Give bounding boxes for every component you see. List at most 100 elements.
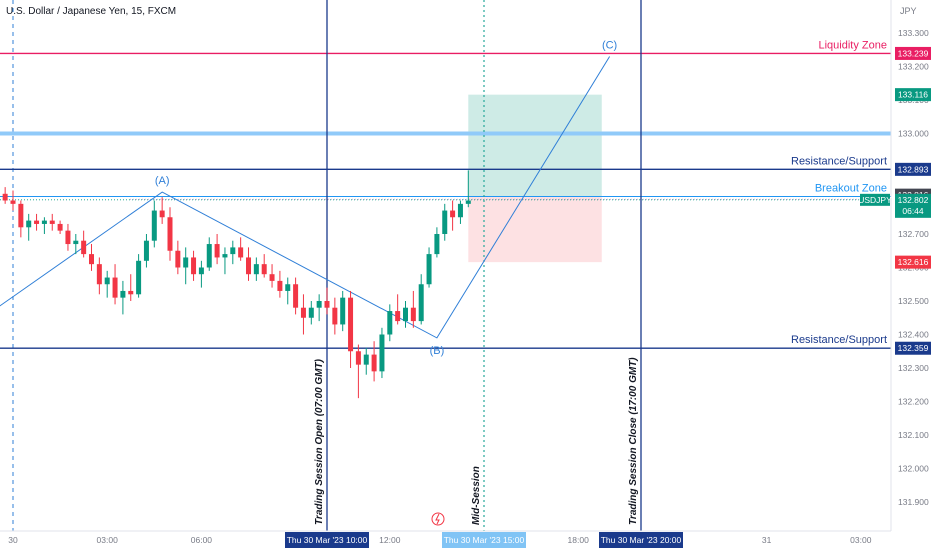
- liquidity-zone-label: Liquidity Zone: [819, 39, 888, 51]
- lightning-icon: [431, 512, 445, 526]
- candle-body: [128, 290, 134, 295]
- candle-body: [136, 260, 142, 295]
- current-price-text: 132.802: [898, 195, 929, 205]
- candle-body: [89, 254, 94, 265]
- time-tick: 12:00: [379, 535, 401, 545]
- lightning-icon-bolt: [435, 513, 440, 525]
- candle-body: [410, 307, 416, 322]
- candle-body: [151, 210, 157, 241]
- session-time-text-2: Thu 30 Mar '23 20:00: [601, 535, 682, 545]
- session-time-text-1: Thu 30 Mar '23 15:00: [444, 535, 525, 545]
- price-tick: 132.000: [898, 464, 929, 474]
- time-tick: 18:00: [568, 535, 590, 545]
- session-label-1: Mid-Session: [471, 466, 482, 525]
- candle-body: [159, 210, 165, 218]
- candle-body: [395, 311, 401, 322]
- session-label-2: Trading Session Close (17:00 GMT): [628, 357, 639, 525]
- candle-body: [26, 220, 32, 228]
- price-tick: 132.400: [898, 330, 929, 340]
- candle-body: [450, 210, 456, 218]
- candle-body: [253, 264, 259, 275]
- candle-body: [112, 277, 118, 298]
- price-badge-2: [895, 255, 931, 269]
- price-badge-2-text: 132.616: [898, 257, 929, 267]
- price-badge-0-text: 133.116: [898, 90, 928, 100]
- breakout-zone-label: Breakout Zone: [815, 182, 887, 194]
- session-time-badge-0: [285, 532, 369, 548]
- candle-body: [183, 257, 189, 268]
- price-tick: 132.100: [898, 430, 929, 440]
- candle-body: [348, 297, 354, 352]
- time-tick: 03:00: [97, 535, 119, 545]
- candle-body: [277, 280, 283, 291]
- countdown-text: 06:44: [902, 206, 924, 216]
- candle-body: [371, 354, 377, 372]
- lightning-icon-ring: [431, 512, 445, 526]
- session-label-0: Trading Session Open (07:00 GMT): [314, 358, 325, 525]
- candle-body: [285, 284, 291, 291]
- time-tick: 31: [762, 535, 772, 545]
- liquidity-badge: [895, 46, 931, 60]
- time-tick: 06:00: [191, 535, 213, 545]
- candle-body: [175, 250, 181, 268]
- candle-body: [379, 334, 385, 372]
- resistance-badge-upper: [895, 162, 931, 176]
- wave-label-b: (B): [430, 345, 445, 357]
- candle-body: [442, 210, 448, 234]
- candle-body: [143, 240, 149, 261]
- candle-body: [73, 240, 79, 245]
- candle-body: [57, 223, 63, 231]
- candle-body: [324, 301, 330, 308]
- candle-body: [191, 257, 197, 275]
- price-tick: 132.700: [898, 229, 929, 239]
- candle-body: [238, 247, 244, 258]
- wave-label-a: (A): [155, 175, 170, 187]
- candle-body: [49, 220, 55, 224]
- candle-body: [120, 290, 126, 298]
- candle-body: [403, 307, 408, 322]
- zone-band: [0, 131, 891, 136]
- candle-body: [355, 351, 361, 365]
- wave-path: [0, 56, 611, 339]
- candles: [2, 170, 471, 399]
- time-tick: 03:00: [850, 535, 872, 545]
- resistance-badge-lower-text: 132.359: [898, 343, 929, 353]
- current-price-badge: [895, 193, 931, 218]
- price-badge-0: [895, 88, 931, 102]
- candle-body: [465, 200, 471, 204]
- loss-zone: [468, 196, 602, 263]
- candle-body: [300, 307, 306, 318]
- candle-body: [387, 311, 393, 335]
- price-tick: 133.200: [898, 62, 929, 72]
- resistance-badge-upper-text: 132.893: [898, 164, 929, 174]
- candle-body: [332, 307, 338, 325]
- candle-body: [457, 203, 463, 218]
- resistance-support-label-upper: Resistance/Support: [791, 155, 887, 167]
- candle-body: [2, 193, 8, 201]
- candle-body: [167, 217, 173, 251]
- candle-body: [340, 297, 346, 325]
- session-time-badge-2: [599, 532, 683, 548]
- resistance-support-label-lower: Resistance/Support: [791, 334, 887, 346]
- candle-body: [18, 203, 24, 228]
- candle-body: [96, 264, 102, 285]
- candle-body: [293, 284, 299, 308]
- candle-body: [363, 354, 369, 365]
- profit-zone: [468, 94, 602, 197]
- price-tick: 131.900: [898, 497, 929, 507]
- candle-body: [418, 284, 424, 322]
- price-tick: 132.500: [898, 296, 929, 306]
- candle-body: [206, 244, 212, 268]
- candle-body: [104, 277, 110, 285]
- candle-body: [426, 254, 432, 285]
- symbol-badge: [860, 193, 890, 206]
- candle-body: [41, 220, 47, 224]
- price-tick: 133.300: [898, 28, 929, 38]
- session-time-badge-1: [442, 532, 526, 548]
- wave-label-c: (C): [602, 39, 617, 51]
- candle-body: [246, 257, 251, 275]
- candle-body: [81, 240, 87, 255]
- candle-body: [230, 247, 236, 255]
- liquidity-badge-text: 133.239: [898, 48, 929, 58]
